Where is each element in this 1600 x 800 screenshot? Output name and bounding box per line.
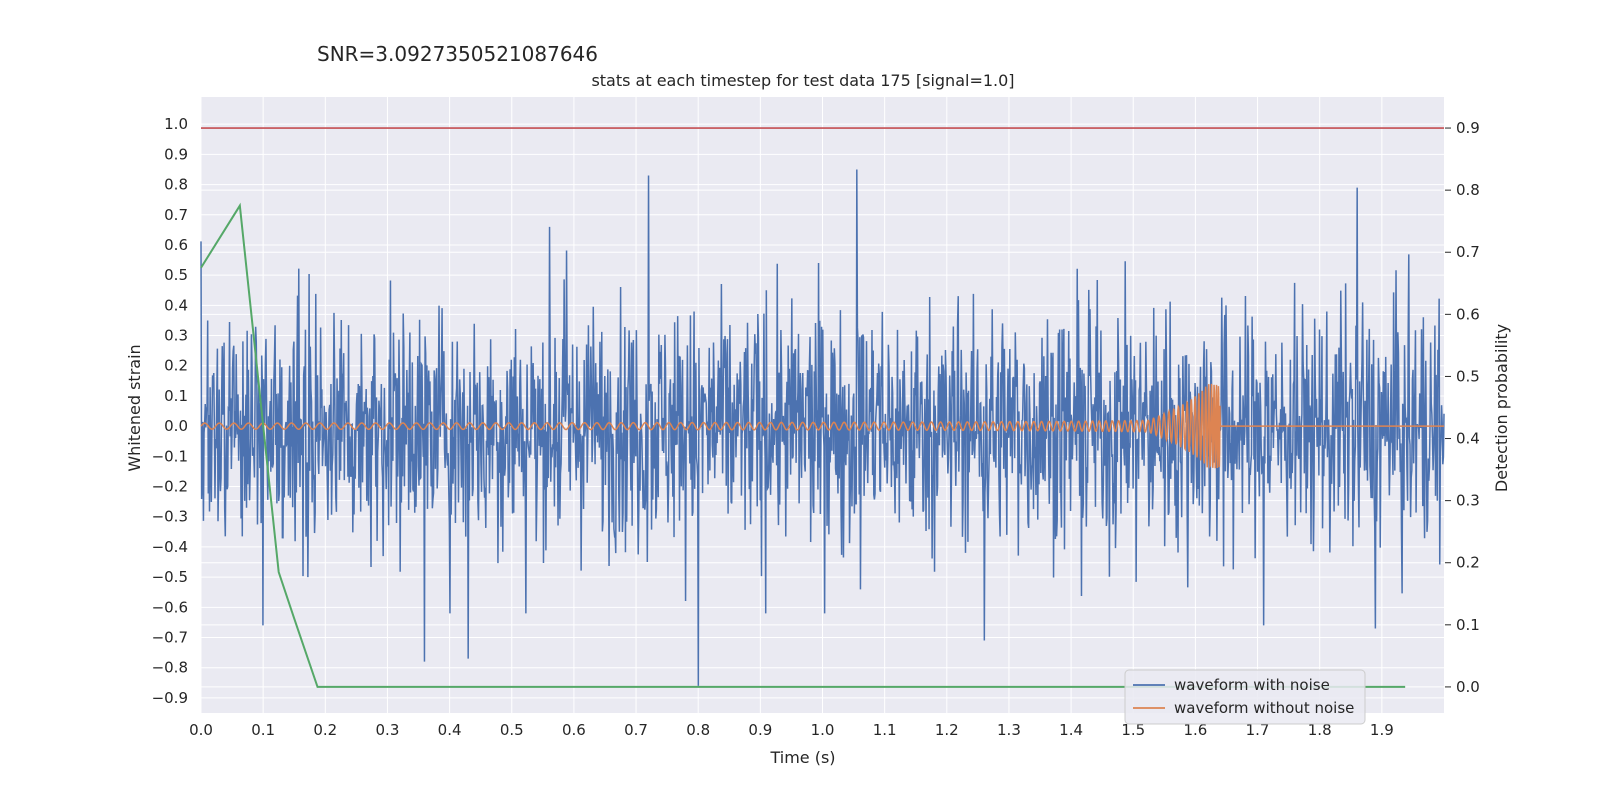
y-tick-label-left: 0.7 (164, 206, 188, 224)
y-tick-label-left: −0.6 (152, 598, 188, 616)
x-tick-label: 0.2 (313, 721, 337, 739)
legend-label-noise: waveform with noise (1174, 676, 1330, 694)
y-tick-label-left: 0.2 (164, 357, 188, 375)
y-tick-label-right: 0.2 (1456, 554, 1480, 572)
x-tick-label: 0.8 (686, 721, 710, 739)
x-tick-label: 0.6 (562, 721, 586, 739)
y-tick-label-left: 0.8 (164, 176, 188, 194)
y-tick-label-left: 0.0 (164, 417, 188, 435)
x-tick-label: 0.1 (251, 721, 275, 739)
y-axis-label-right: Detection probability (1492, 324, 1511, 492)
x-tick-label: 1.6 (1183, 721, 1207, 739)
y-tick-label-left: −0.8 (152, 659, 188, 677)
x-tick-label: 1.1 (873, 721, 897, 739)
x-tick-label: 0.9 (748, 721, 772, 739)
legend-label-clean: waveform without noise (1174, 699, 1354, 717)
x-tick-label: 1.9 (1370, 721, 1394, 739)
y-tick-label-left: −0.3 (152, 508, 188, 526)
x-tick-label: 1.8 (1308, 721, 1332, 739)
y-tick-label-left: −0.2 (152, 478, 188, 496)
x-tick-label: 1.7 (1246, 721, 1270, 739)
legend-box (1124, 669, 1366, 725)
x-tick-label: 1.4 (1059, 721, 1083, 739)
legend: waveform with noise waveform without noi… (1124, 669, 1366, 725)
x-tick-label: 1.0 (811, 721, 835, 739)
chart-title: stats at each timestep for test data 175… (591, 71, 1014, 90)
x-tick-label: 0.5 (500, 721, 524, 739)
y-axis-label-left: Whitened strain (125, 344, 144, 471)
y-tick-label-right: 0.3 (1456, 492, 1480, 510)
series-detection-probability (200, 202, 1406, 688)
y-tick-label-right: 0.9 (1456, 119, 1480, 137)
y-tick-label-left: −0.7 (152, 629, 188, 647)
y-tick-label-right: 0.7 (1456, 243, 1480, 261)
y-tick-label-left: 0.9 (164, 145, 188, 163)
y-tick-label-right: 0.6 (1456, 305, 1480, 323)
x-tick-label: 0.0 (189, 721, 213, 739)
y-tick-label-left: −0.4 (152, 538, 188, 556)
x-tick-label: 1.2 (935, 721, 959, 739)
y-tick-label-left: 0.5 (164, 266, 188, 284)
y-tick-label-left: 0.3 (164, 327, 188, 345)
x-axis-label: Time (s) (769, 748, 835, 767)
y-tick-label-right: 0.4 (1456, 430, 1480, 448)
y-tick-label-left: −0.5 (152, 568, 188, 586)
y-tick-label-right: 0.1 (1456, 616, 1480, 634)
series-layer (200, 127, 1445, 688)
y-tick-label-right: 0.5 (1456, 367, 1480, 385)
series-waveform-with-noise (200, 169, 1445, 686)
y-tick-label-left: 0.6 (164, 236, 188, 254)
snr-suptitle: SNR=3.0927350521087646 (317, 42, 598, 66)
x-tick-label: 0.3 (376, 721, 400, 739)
x-tick-label: 0.4 (438, 721, 462, 739)
tick-labels: 0.0 0.1 0.2 0.3 0.4 0.5 0.6 0.7 0.8 0.9 1.0 1.1 1.2 1… (152, 115, 1480, 739)
y-tick-label-right: 0.8 (1456, 181, 1480, 199)
x-tick-label: 1.5 (1121, 721, 1145, 739)
y-tick-label-left: −0.1 (152, 447, 188, 465)
y-tick-label-left: 1.0 (164, 115, 188, 133)
series-waveform-without-noise (200, 383, 1444, 469)
y-tick-label-left: 0.1 (164, 387, 188, 405)
y-tick-label-left: −0.9 (152, 689, 188, 707)
x-tick-label: 1.3 (997, 721, 1021, 739)
y-tick-label-left: 0.4 (164, 296, 188, 314)
x-tick-label: 0.7 (624, 721, 648, 739)
y-tick-label-right: 0.0 (1456, 678, 1480, 696)
